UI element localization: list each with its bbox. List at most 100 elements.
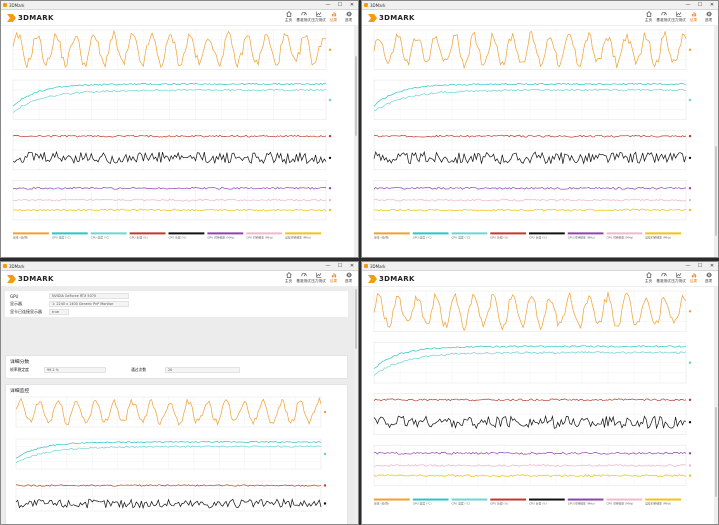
gpu-clock-series-end-marker: [328, 187, 332, 190]
gpu-clock-series: [373, 186, 687, 190]
minimize-button[interactable]: —: [685, 2, 691, 8]
nav-item-gear[interactable]: 选项: [341, 272, 356, 284]
nav-item-gauge[interactable]: 基准测试: [656, 11, 671, 23]
home-icon: [285, 11, 292, 17]
nav-item-gear[interactable]: 选项: [701, 272, 716, 284]
gpu-temp-series: [373, 82, 687, 107]
gauge-icon: [301, 273, 306, 277]
maximize-button[interactable]: ☐: [337, 2, 343, 8]
nav-item-home[interactable]: 主页: [641, 272, 656, 284]
nav-item-stress-chart[interactable]: 压力测试: [671, 11, 686, 23]
legend-swatch: [285, 232, 321, 235]
legend-label: CPU 负载 (%): [529, 235, 547, 239]
scrollbar-thumb[interactable]: [715, 407, 717, 497]
legend-swatch: [129, 232, 166, 235]
close-button[interactable]: ✕: [709, 2, 715, 8]
stress-chart-icon: [315, 272, 321, 278]
logo-text: 3DMARK: [18, 13, 54, 22]
window-controls: — ☐ ✕: [322, 262, 358, 271]
frame-rate-series-end-marker: [323, 410, 327, 414]
cpu-temp-series-end-marker: [688, 98, 692, 102]
nav-item-gauge[interactable]: 基准测试: [656, 272, 671, 284]
legend-label: CPU 时钟频率 (MHz): [607, 502, 634, 506]
cpu-clock-series: [12, 198, 327, 202]
scrollbar[interactable]: [354, 287, 358, 524]
cpu-load-series-end-marker: [688, 421, 692, 424]
scrollbar[interactable]: [354, 26, 358, 257]
gpu-load-series: [373, 134, 687, 138]
info-row-display: 显示器 1: 2240 x 1400 Generic PnP Monitor: [5, 300, 348, 308]
nav-label: 主页: [644, 279, 653, 283]
memory-clock-series: [373, 208, 687, 212]
nav-item-gear[interactable]: 选项: [701, 11, 716, 23]
app-header: 3DMARK 主页 基准测试 压力测试 结果 选项: [1, 271, 358, 287]
legend-swatch: [374, 498, 410, 501]
legend-swatch: [490, 232, 526, 235]
legend-swatch: [490, 498, 526, 501]
nav-item-results-bars[interactable]: 结果: [326, 11, 341, 23]
legend-label: 显存时钟频率 (MHz): [645, 235, 671, 239]
memory-clock-series-end-marker: [688, 474, 692, 477]
score-label-passes: 通过次数: [131, 367, 147, 372]
nav-label: 压力测试: [671, 18, 686, 22]
title-bar: 3DMark — ☐ ✕: [1, 1, 358, 10]
nav-item-gauge[interactable]: 基准测试: [296, 11, 311, 23]
minimize-button[interactable]: —: [325, 263, 331, 269]
maximize-button[interactable]: ☐: [697, 2, 703, 8]
close-button[interactable]: ✕: [349, 2, 355, 8]
nav-item-stress-chart[interactable]: 压力测试: [671, 272, 686, 284]
maximize-button[interactable]: ☐: [337, 263, 343, 269]
legend-label: GPU 温度 (°C): [413, 235, 432, 239]
cpu-temp-series: [12, 88, 327, 113]
nav-label: 选项: [704, 18, 713, 22]
nav-label: 结果: [689, 279, 698, 283]
info-row-gpu: GPU NVIDIA GeForce RTX 5070: [5, 292, 348, 300]
minimize-button[interactable]: —: [325, 2, 331, 8]
main-nav: 主页 基准测试 压力测试 结果 选项: [281, 11, 356, 23]
stress-chart-icon: [675, 11, 681, 17]
legend-label: 帧率 (帧/秒): [374, 502, 389, 506]
scrollbar-thumb[interactable]: [715, 146, 717, 236]
nav-item-home[interactable]: 主页: [641, 11, 656, 23]
cpu-load-series: [15, 498, 322, 510]
legend-swatch: [567, 498, 604, 501]
cpu-load-series-end-marker: [328, 156, 332, 160]
close-button[interactable]: ✕: [709, 263, 715, 269]
gpu-load-series-end-marker: [328, 134, 332, 138]
legend-label: CPU 时钟频率 (MHz): [607, 235, 634, 239]
nav-item-results-bars[interactable]: 结果: [686, 272, 701, 284]
frame-rate-series: [373, 31, 687, 70]
nav-item-gear[interactable]: 选项: [341, 11, 356, 23]
cpu-temp-series-end-marker: [688, 361, 692, 364]
gpu-load-series: [16, 484, 322, 487]
scrollbar[interactable]: [714, 287, 718, 524]
results-bars-icon: [331, 12, 336, 17]
title-bar: 3DMark — ☐ ✕: [362, 262, 718, 271]
scrollbar-thumb[interactable]: [355, 56, 357, 136]
logo-emblem-icon: [368, 13, 377, 22]
legend-swatch: [246, 232, 283, 235]
legend-label: 帧率 (帧/秒): [374, 235, 389, 239]
scrollbar[interactable]: [714, 26, 718, 257]
close-button[interactable]: ✕: [349, 263, 355, 269]
gpu-temp-series: [12, 82, 327, 107]
nav-item-results-bars[interactable]: 结果: [326, 272, 341, 284]
scrollbar-thumb[interactable]: [355, 289, 357, 349]
nav-item-gauge[interactable]: 基准测试: [296, 272, 311, 284]
info-value: 1: 2240 x 1400 Generic PnP Monitor: [49, 301, 129, 307]
info-label: 显示器: [10, 301, 22, 306]
nav-label: 压力测试: [311, 279, 326, 283]
minimize-button[interactable]: —: [685, 263, 691, 269]
app-logo: 3DMARK: [7, 274, 54, 283]
nav-item-stress-chart[interactable]: 压力测试: [311, 272, 326, 284]
window-title: 3DMark: [370, 263, 386, 269]
info-value: NVIDIA GeForce RTX 5070: [49, 293, 129, 299]
nav-item-home[interactable]: 主页: [281, 11, 296, 23]
cpu-load-series: [12, 150, 327, 165]
legend-label: 显存时钟频率 (MHz): [645, 502, 671, 506]
nav-item-results-bars[interactable]: 结果: [686, 11, 701, 23]
nav-item-home[interactable]: 主页: [281, 272, 296, 284]
maximize-button[interactable]: ☐: [697, 263, 703, 269]
nav-item-stress-chart[interactable]: 压力测试: [311, 11, 326, 23]
nav-label: 压力测试: [311, 18, 326, 22]
